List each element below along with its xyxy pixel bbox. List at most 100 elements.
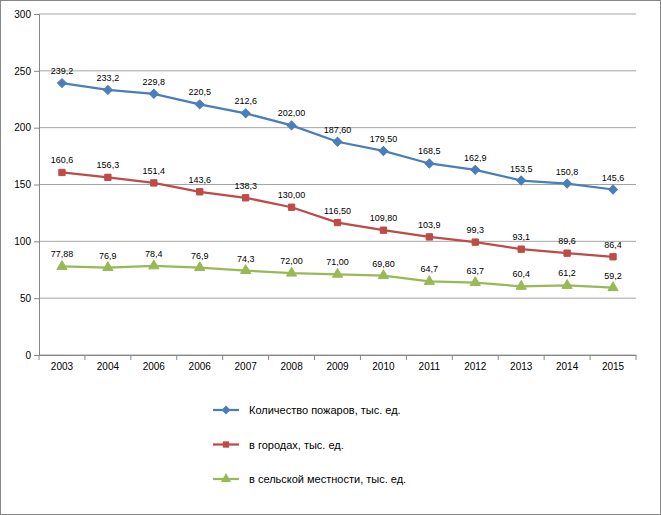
x-tick: 2004: [97, 355, 120, 372]
y-tick: 250: [14, 66, 39, 77]
y-tick-mark: [34, 128, 39, 129]
y-tick-mark: [34, 241, 39, 242]
point: [517, 176, 526, 185]
x-boundary-tick: [84, 355, 85, 360]
data-label: 162,9: [464, 153, 487, 163]
point: [195, 262, 205, 271]
x-tick: 2014: [556, 355, 579, 372]
y-tick-mark: [34, 185, 39, 186]
y-tick-label: 150: [14, 179, 31, 190]
point: [59, 169, 65, 175]
y-tick: 0: [25, 350, 39, 361]
x-tick-label: 2006: [143, 361, 166, 372]
x-tick: 2013: [510, 355, 533, 372]
point: [241, 109, 250, 118]
x-tick: 2015: [602, 355, 625, 372]
point: [332, 268, 342, 277]
data-label: 187,60: [324, 125, 352, 135]
point: [378, 270, 388, 279]
point: [425, 159, 434, 168]
x-boundary-tick: [39, 355, 40, 360]
x-tick: 2008: [280, 355, 303, 372]
x-boundary-tick: [544, 355, 545, 360]
data-label: 229,8: [143, 77, 166, 87]
point: [195, 100, 204, 109]
plot: 0501001502002503002003200420062006200720…: [14, 9, 636, 372]
data-label: 109,80: [370, 213, 398, 223]
x-boundary-tick: [130, 355, 131, 360]
y-tick-label: 0: [25, 350, 31, 361]
x-boundary-tick: [498, 355, 499, 360]
x-tick-label: 2008: [280, 361, 303, 372]
x-tick: 2006: [189, 355, 212, 372]
legend-label: в сельской местности, тыс. ед.: [249, 473, 406, 485]
data-label: 60,4: [512, 269, 530, 279]
data-label: 153,5: [510, 164, 533, 174]
x-tick-label: 2006: [189, 361, 212, 372]
data-label: 63,7: [467, 266, 485, 276]
point: [424, 276, 434, 285]
point: [241, 265, 251, 274]
point: [380, 227, 386, 233]
point: [197, 189, 203, 195]
data-label: 233,2: [97, 73, 120, 83]
y-tick-mark: [34, 14, 39, 15]
y-tick: 100: [14, 236, 39, 247]
data-label: 93,1: [512, 232, 530, 242]
legend-item: в сельской местности, тыс. ед.: [213, 473, 406, 485]
x-boundary-tick: [268, 355, 269, 360]
y-tick-mark: [34, 71, 39, 72]
data-label: 72,00: [280, 256, 303, 266]
x-boundary-tick: [222, 355, 223, 360]
point: [286, 267, 296, 276]
point: [470, 277, 480, 286]
x-tick: 2009: [326, 355, 349, 372]
y-tick: 150: [14, 179, 39, 190]
y-tick: 300: [14, 9, 39, 20]
x-tick-label: 2007: [235, 361, 258, 372]
point: [149, 260, 159, 269]
point: [288, 204, 294, 210]
x-tick: 2007: [235, 355, 258, 372]
grid-line: [39, 70, 636, 71]
y-tick-label: 300: [14, 9, 31, 20]
legend-marker: [222, 406, 231, 415]
legend-marker: [221, 473, 231, 482]
marks: [57, 79, 618, 291]
y-tick-label: 50: [20, 293, 32, 304]
data-label: 130,00: [278, 190, 306, 200]
x-tick: 2012: [464, 355, 487, 372]
data-label: 156,3: [97, 160, 120, 170]
y-tick-mark: [34, 298, 39, 299]
point: [57, 261, 67, 270]
point: [151, 180, 157, 186]
grid-line: [39, 355, 636, 356]
point: [609, 185, 618, 194]
chart-frame: [1, 1, 661, 515]
y-tick-mark: [34, 355, 39, 356]
x-boundary-tick: [406, 355, 407, 360]
point: [472, 239, 478, 245]
data-label: 64,7: [421, 264, 439, 274]
legend-label: в городах, тыс. ед.: [249, 439, 344, 451]
point: [379, 146, 388, 155]
y-tick-label: 200: [14, 122, 31, 133]
data-label: 76,9: [99, 251, 117, 261]
data-label: 99,3: [467, 225, 485, 235]
x-boundary-tick: [590, 355, 591, 360]
point: [57, 79, 66, 88]
legend-item: Количество пожаров, тыс. ед.: [213, 404, 401, 416]
point: [564, 250, 570, 256]
data-label: 76,9: [191, 251, 209, 261]
data-labels: 239,2233,2229,8220,5212,6202,00187,60179…: [51, 66, 625, 281]
series-line: [62, 266, 613, 288]
x-tick-label: 2013: [510, 361, 533, 372]
x-tick-label: 2014: [556, 361, 579, 372]
data-label: 220,5: [188, 87, 211, 97]
grid-line: [39, 241, 636, 242]
point: [471, 165, 480, 174]
x-tick: 2010: [372, 355, 395, 372]
series-line: [62, 83, 613, 189]
series-line: [62, 172, 613, 256]
data-label: 74,3: [237, 254, 255, 264]
